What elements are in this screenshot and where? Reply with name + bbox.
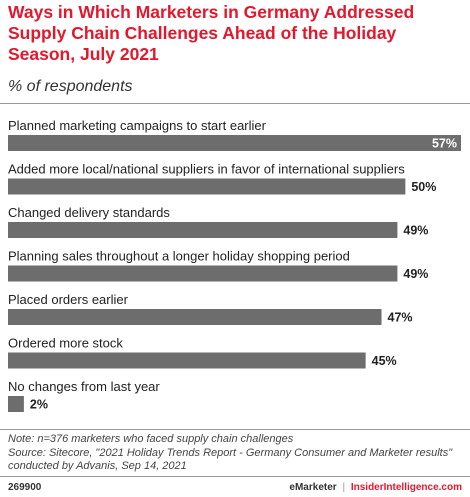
footer-divider xyxy=(0,476,470,477)
value-label: 49% xyxy=(403,224,428,238)
chart-title: Ways in Which Marketers in Germany Addre… xyxy=(8,2,415,64)
value-label: 50% xyxy=(411,180,436,194)
chart-note: Note: n=376 marketers who faced supply c… xyxy=(8,433,468,474)
bar xyxy=(8,178,406,195)
category-label: Planning sales throughout a longer holid… xyxy=(8,249,350,264)
bar xyxy=(8,352,366,369)
category-label: Ordered more stock xyxy=(8,336,123,351)
value-label: 57% xyxy=(432,137,457,151)
brand-emarketer: eMarketer xyxy=(289,482,337,493)
brand-insider-intelligence: InsiderIntelligence.com xyxy=(350,482,462,493)
bar xyxy=(8,396,24,412)
value-label: 49% xyxy=(403,267,428,281)
footer: 269900 eMarketer | InsiderIntelligence.c… xyxy=(0,477,470,497)
value-label: 47% xyxy=(388,311,413,325)
source-line-cont: conducted by Advanis, Sep 14, 2021 xyxy=(8,460,187,472)
bar xyxy=(8,265,398,282)
bar xyxy=(8,135,461,151)
source-line: Source: Sitecore, "2021 Holiday Trends R… xyxy=(8,446,453,459)
chart-id: 269900 xyxy=(8,482,42,493)
brand: eMarketer | InsiderIntelligence.com xyxy=(289,482,462,493)
bar xyxy=(8,222,398,238)
brand-separator: | xyxy=(342,482,346,493)
note-divider xyxy=(0,429,470,430)
category-label: Changed delivery standards xyxy=(8,205,170,220)
top-divider xyxy=(0,103,470,104)
chart-subtitle: % of respondents xyxy=(8,78,133,95)
value-label: 45% xyxy=(372,354,397,368)
category-label: Placed orders earlier xyxy=(8,292,129,307)
note-line: Note: n=376 marketers who faced supply c… xyxy=(8,433,294,445)
category-label: No changes from last year xyxy=(8,379,160,394)
bar-chart: Planned marketing campaigns to start ear… xyxy=(8,118,461,412)
category-label: Planned marketing campaigns to start ear… xyxy=(8,118,267,133)
category-label: Added more local/national suppliers in f… xyxy=(8,162,405,177)
value-label: 2% xyxy=(30,398,48,412)
bar xyxy=(8,309,382,325)
